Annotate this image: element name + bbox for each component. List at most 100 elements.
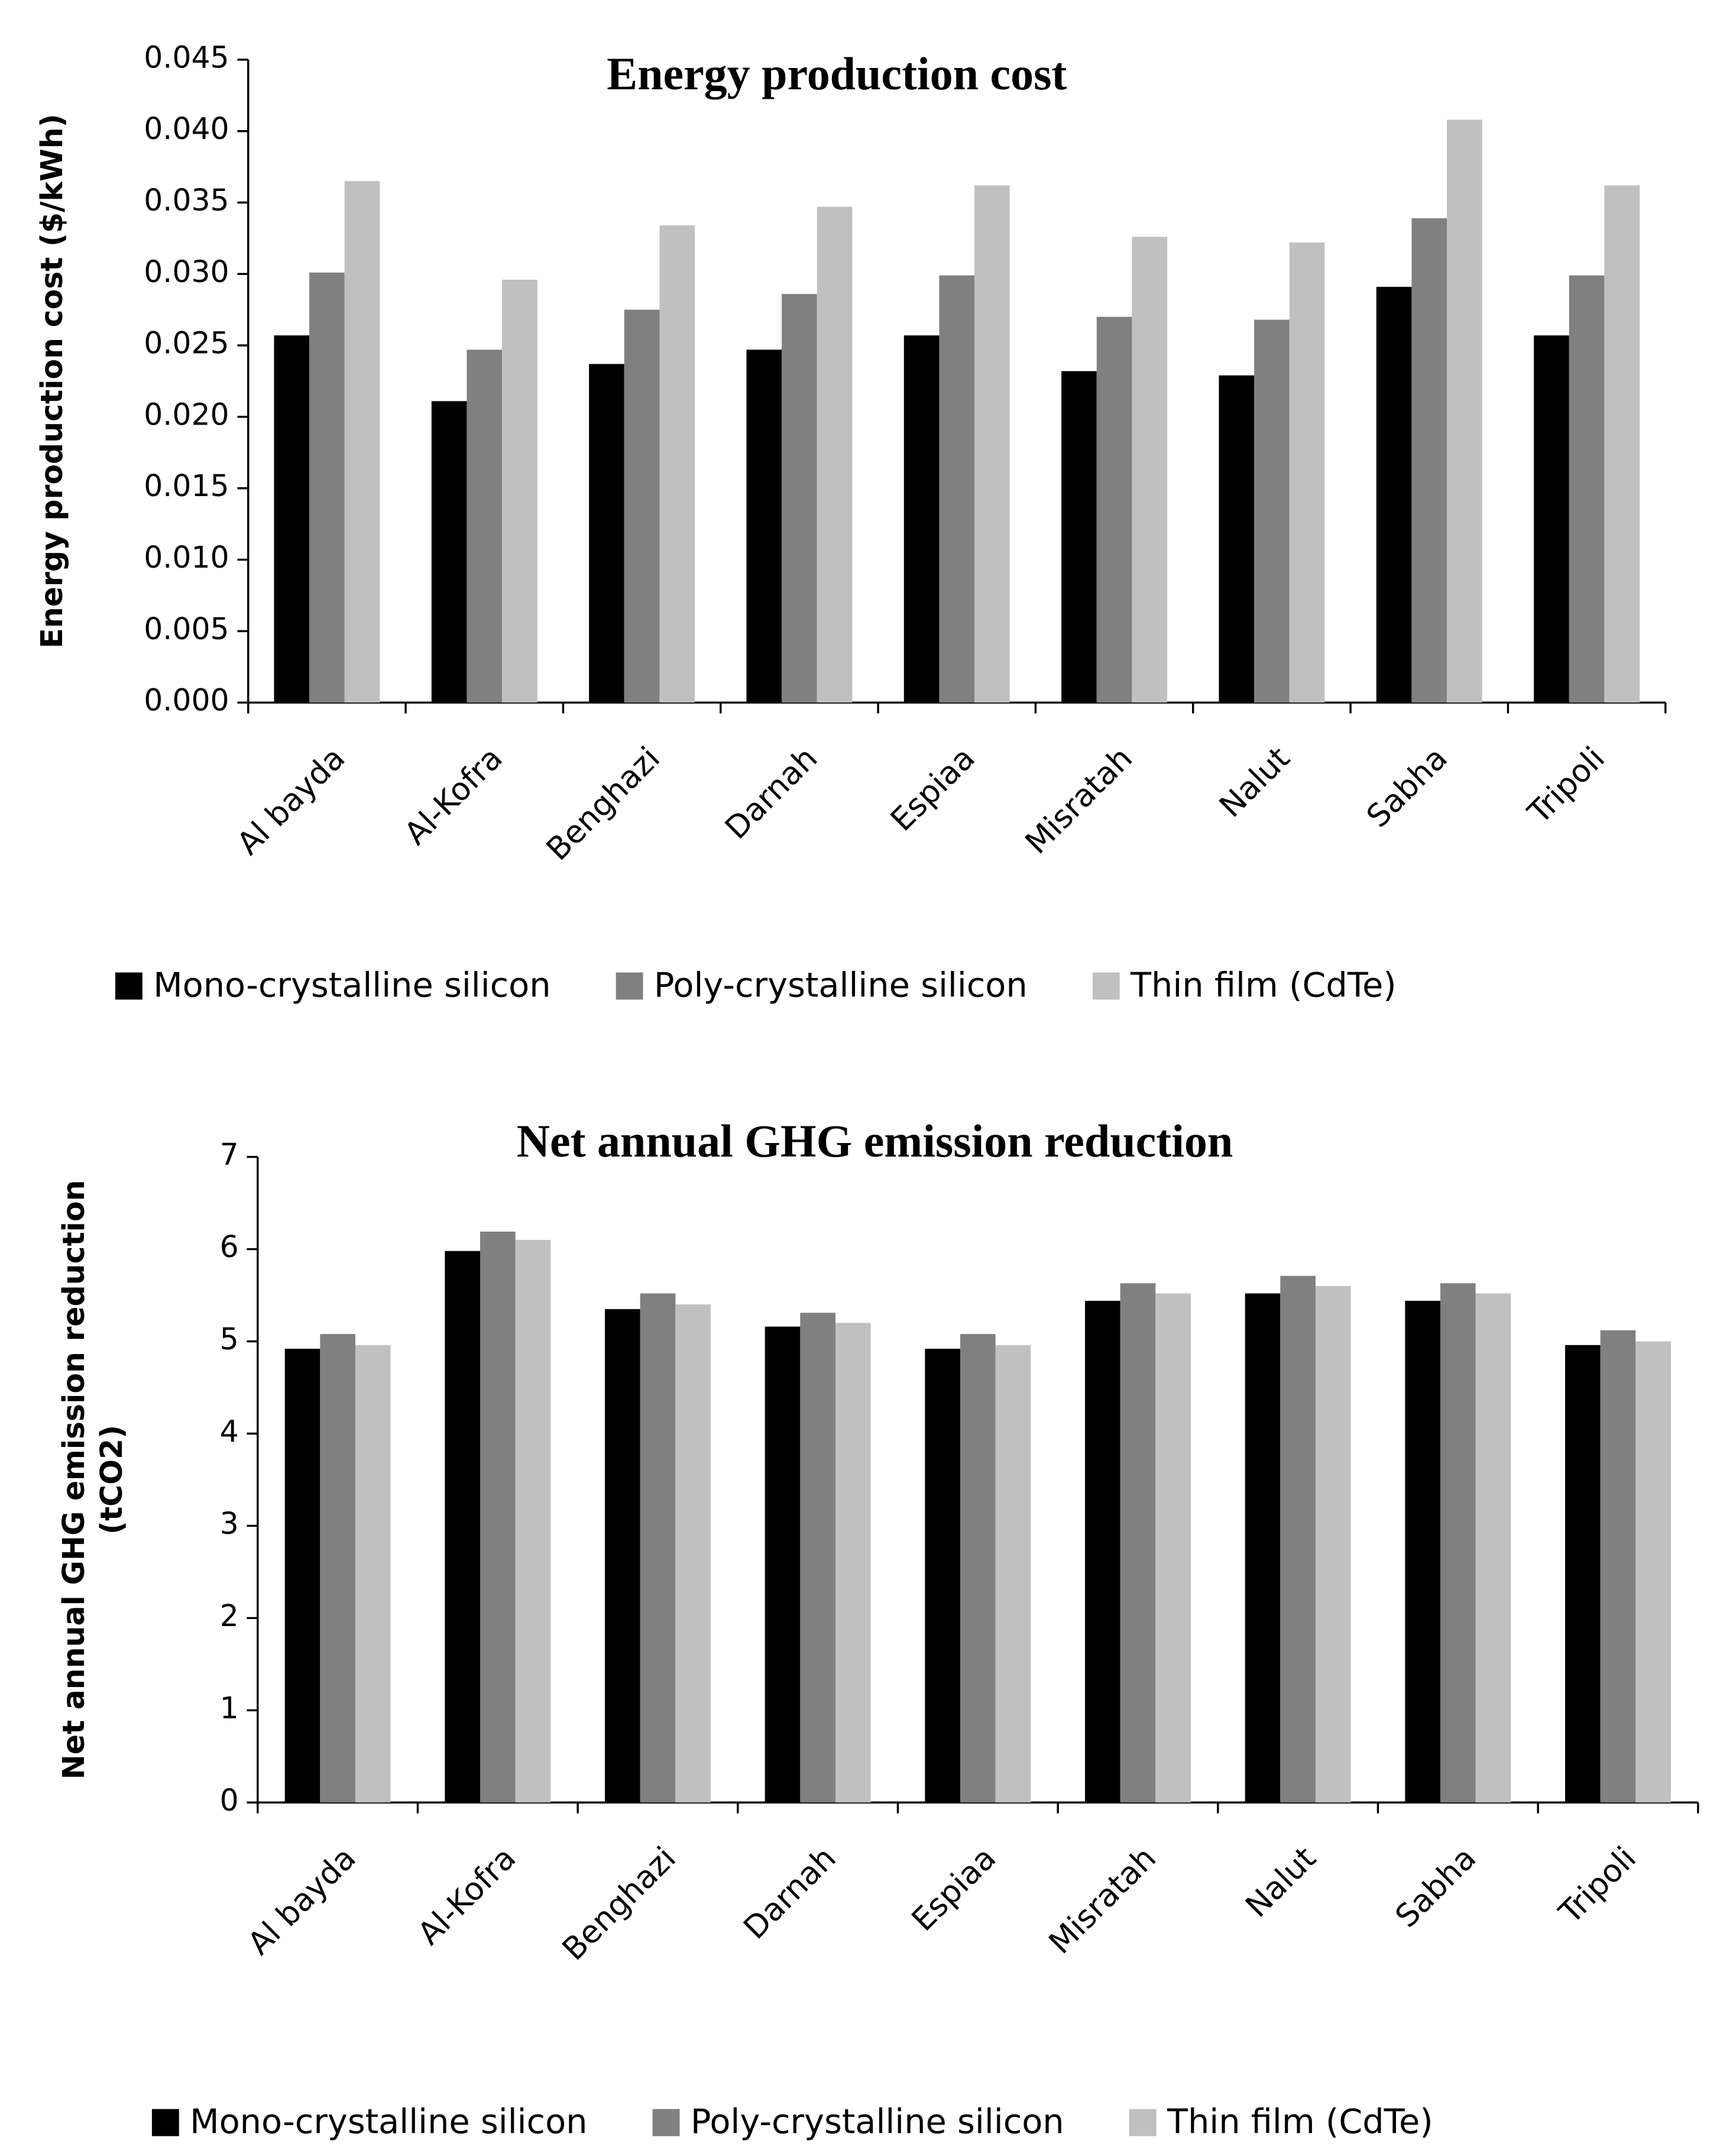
bar xyxy=(640,1293,676,1803)
bar xyxy=(1565,1345,1601,1803)
x-tick-label: Benghazi xyxy=(540,740,667,867)
y-tick-label: 0 xyxy=(220,1783,239,1818)
bar xyxy=(445,1251,480,1803)
x-tick-label: Tripoli xyxy=(1552,1840,1643,1931)
bar xyxy=(765,1326,801,1803)
x-tick-label: Nalut xyxy=(1213,740,1297,825)
legend-label: Poly-crystalline silicon xyxy=(654,965,1028,1005)
bar xyxy=(1061,371,1097,703)
bar xyxy=(1604,185,1640,703)
bar xyxy=(939,275,975,703)
y-tick-label: 1 xyxy=(220,1691,239,1725)
y-tick-label: 5 xyxy=(220,1322,239,1356)
x-tick-label: Misratah xyxy=(1042,1840,1163,1961)
y-tick-label: 3 xyxy=(220,1506,239,1541)
bar xyxy=(903,335,940,703)
bar xyxy=(1569,275,1605,703)
y-tick-label: 0.010 xyxy=(144,540,229,575)
y-tick-label: 4 xyxy=(220,1414,239,1449)
y-tick-label: 0.015 xyxy=(144,468,229,503)
x-tick-label: Al bayda xyxy=(230,740,352,862)
legend-label: Mono-crystalline silicon xyxy=(190,2102,587,2142)
legend-swatch xyxy=(616,972,643,1000)
y-tick-label: 0.045 xyxy=(144,40,229,75)
bar xyxy=(1405,1300,1440,1803)
legend-label: Mono-crystalline silicon xyxy=(153,965,550,1005)
y-axis-label: (tCO2) xyxy=(94,1425,129,1534)
legend-label: Thin film (CdTe) xyxy=(1130,965,1397,1005)
x-tick-label: Darnah xyxy=(718,740,825,847)
bar xyxy=(925,1348,960,1803)
bar xyxy=(1245,1293,1281,1803)
bar xyxy=(1132,237,1168,703)
bar xyxy=(1447,119,1482,703)
y-tick-label: 2 xyxy=(220,1598,239,1633)
y-tick-label: 0.030 xyxy=(144,254,229,289)
y-tick-label: 0.040 xyxy=(144,111,229,146)
bar xyxy=(355,1345,391,1803)
bar xyxy=(1084,1300,1120,1803)
legend-label: Thin film (CdTe) xyxy=(1167,2102,1433,2142)
bar xyxy=(344,181,380,703)
bar xyxy=(480,1231,516,1803)
x-tick-label: Al bayda xyxy=(241,1840,363,1962)
y-tick-label: 0.000 xyxy=(144,683,229,718)
bar xyxy=(800,1313,835,1803)
bar xyxy=(960,1334,996,1803)
bar xyxy=(974,185,1010,703)
bar xyxy=(284,1348,320,1803)
x-tick-label: Tripoli xyxy=(1521,740,1612,831)
bar xyxy=(1376,287,1412,703)
x-tick-label: Espiaa xyxy=(905,1840,1003,1938)
y-tick-label: 0.035 xyxy=(144,183,229,218)
legend-swatch xyxy=(115,972,142,1000)
bar xyxy=(746,349,782,703)
bar xyxy=(1534,335,1569,703)
bar xyxy=(659,225,695,703)
bar xyxy=(624,309,660,703)
bar xyxy=(1280,1275,1316,1803)
y-axis-label: Energy production cost ($/kWh) xyxy=(34,114,69,648)
bar xyxy=(274,335,310,703)
y-tick-label: 0.005 xyxy=(144,611,229,646)
bar xyxy=(1411,218,1447,703)
chart-title: Net annual GHG emission reduction xyxy=(517,1116,1233,1167)
legend-swatch xyxy=(1092,972,1120,1000)
bar xyxy=(835,1323,871,1803)
bar xyxy=(320,1334,355,1803)
bar xyxy=(1440,1283,1476,1803)
x-tick-label: Al-Kofra xyxy=(398,740,510,852)
bar xyxy=(1096,316,1132,703)
x-tick-label: Benghazi xyxy=(556,1840,683,1967)
bar xyxy=(605,1309,640,1803)
bar xyxy=(309,272,345,703)
y-tick-label: 7 xyxy=(220,1137,239,1172)
bar xyxy=(1219,375,1255,703)
bar xyxy=(1315,1285,1351,1803)
bar xyxy=(431,401,467,703)
bar xyxy=(502,280,537,703)
bar xyxy=(467,349,503,703)
y-tick-label: 0.025 xyxy=(144,326,229,361)
bar xyxy=(1289,242,1325,703)
legend-label: Poly-crystalline silicon xyxy=(691,2102,1064,2142)
bar xyxy=(995,1345,1031,1803)
x-tick-label: Espiaa xyxy=(884,740,982,838)
bar xyxy=(1475,1293,1511,1803)
bar xyxy=(1600,1330,1636,1803)
bar xyxy=(817,206,853,703)
y-tick-label: 0.020 xyxy=(144,397,229,432)
bar xyxy=(515,1239,551,1803)
y-tick-label: 6 xyxy=(220,1229,239,1264)
bar xyxy=(782,294,817,703)
bar xyxy=(589,364,624,703)
x-tick-label: Darnah xyxy=(737,1840,843,1947)
x-tick-label: Nalut xyxy=(1239,1840,1323,1925)
chart-title: Energy production cost xyxy=(607,48,1067,99)
bar xyxy=(1635,1341,1671,1803)
x-tick-label: Sabha xyxy=(1388,1840,1483,1935)
legend-swatch xyxy=(652,2109,680,2136)
x-tick-label: Sabha xyxy=(1360,740,1455,835)
